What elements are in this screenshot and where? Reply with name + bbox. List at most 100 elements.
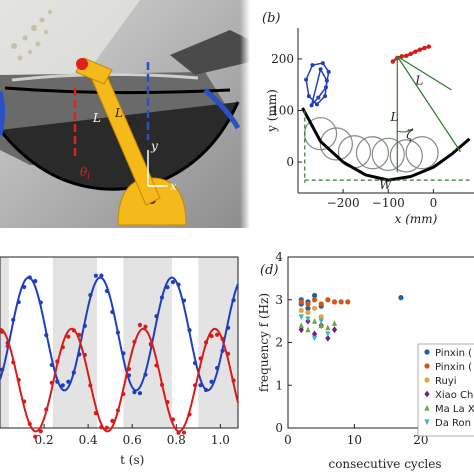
series-point-0 [110, 309, 115, 315]
series-point-1 [148, 341, 154, 346]
upper-trajectory-point [306, 94, 311, 99]
zeta-arc [397, 128, 414, 133]
upper-trajectory-point [316, 95, 321, 100]
upper-trajectory-point [323, 94, 328, 99]
legend-label-4: Ma La X [435, 404, 474, 415]
series-5-point [325, 331, 331, 338]
lower-trajectory-point [399, 54, 404, 59]
series-point-0 [82, 323, 87, 328]
series-point-0 [33, 278, 38, 284]
lower-trajectory-point [404, 53, 409, 59]
series-3-point [331, 326, 338, 334]
series-1-point [311, 297, 318, 303]
series-2-point [298, 307, 304, 314]
series-point-0 [143, 372, 148, 377]
shaded-interval [52, 257, 97, 428]
series-point-0 [99, 273, 104, 278]
y-tick-label: 200 [271, 52, 294, 66]
series-point-0 [27, 275, 32, 280]
series-point-0 [170, 279, 176, 285]
series-point-0 [22, 284, 27, 290]
upper-trajectory-point [309, 103, 314, 108]
series-point-0 [121, 351, 126, 356]
lower-trajectory-point [390, 59, 395, 64]
series-point-0 [115, 330, 120, 335]
wok-handle-left [0, 91, 5, 136]
series-point-1 [71, 328, 76, 333]
series-1-point [318, 301, 324, 307]
series-4-point [318, 322, 324, 328]
hull-circle [389, 139, 423, 173]
legend-marker-5 [424, 419, 430, 426]
series-point-1 [181, 430, 187, 435]
series-point-0 [225, 325, 231, 330]
series-point-1 [33, 434, 38, 439]
upper-trajectory-point [310, 63, 315, 68]
series-5-point [305, 316, 311, 323]
shaded-interval [123, 257, 172, 428]
series-point-1 [176, 430, 181, 435]
series-0-point [305, 305, 311, 311]
y-tick-label: 100 [271, 104, 294, 118]
series-point-1 [55, 359, 60, 364]
x-axis-title: x (mm) [395, 212, 438, 226]
series-point-0 [231, 298, 236, 303]
hull-curve [301, 107, 471, 182]
series-3-point [325, 334, 331, 342]
series-point-1 [16, 377, 21, 383]
series-point-1 [99, 425, 104, 430]
label-x: x [170, 179, 177, 193]
series-1-point [331, 299, 338, 305]
x-tick-label: 0.6 [123, 433, 142, 447]
x-tick-label: 1.0 [211, 433, 230, 447]
series-point-0 [198, 383, 203, 388]
zeta-line [396, 56, 461, 153]
series-point-0 [126, 373, 132, 378]
legend-label-3: Xiao Ch [435, 390, 473, 401]
end-joint-dot [76, 58, 88, 70]
series-point-1 [126, 366, 132, 372]
label-L2: L [114, 106, 123, 120]
series-point-0 [38, 300, 43, 305]
panel-c-frame [0, 256, 239, 429]
series-point-1 [110, 418, 115, 423]
series-1-point [345, 299, 351, 305]
legend-label-0: Pinxin ( [435, 348, 472, 359]
lower-trajectory-point [417, 47, 423, 52]
upper-trajectory-point [320, 61, 325, 66]
series-4-point [331, 320, 338, 326]
series-point-1 [60, 345, 65, 350]
series-point-1 [143, 324, 148, 329]
series-2-point [318, 314, 324, 320]
series-4-point [298, 322, 304, 328]
x-tick-label: 0.2 [35, 433, 54, 447]
series-point-0 [154, 314, 159, 319]
series-point-0 [203, 387, 209, 393]
series-0-point [398, 295, 404, 301]
y-tick-label: 3 [275, 293, 283, 307]
series-2-point [305, 309, 311, 316]
annotation-zeta: ζ [406, 128, 414, 142]
y-axis-title: frequency f (Hz) [257, 293, 271, 392]
series-point-1 [115, 408, 120, 413]
series-point-1 [104, 425, 109, 430]
legend-marker-1 [424, 363, 430, 369]
series-point-1 [192, 383, 198, 388]
panel-c-time-series: 0.2 0.4 0.6 0.8 1.0 t (s) [0, 256, 239, 467]
x-tick-label: 0.8 [167, 433, 186, 447]
x-tick-label: 10 [347, 433, 362, 447]
legend-label-2: Ruyi [435, 376, 457, 387]
series-curve-1 [0, 327, 239, 433]
label-y: y [150, 139, 158, 153]
series-point-1 [203, 340, 209, 345]
series-point-1 [121, 391, 126, 397]
series-point-0 [49, 362, 54, 368]
x-tick-label: 20 [413, 433, 428, 447]
upper-trajectory-point [324, 78, 329, 83]
diagonal-L-line [396, 55, 452, 91]
panel-d-label: (d) [260, 263, 278, 278]
label-theta-u: θu [128, 113, 140, 129]
legend-label-5: Da Ron [435, 418, 471, 429]
series-point-1 [82, 352, 87, 358]
shaded-interval [0, 257, 9, 428]
